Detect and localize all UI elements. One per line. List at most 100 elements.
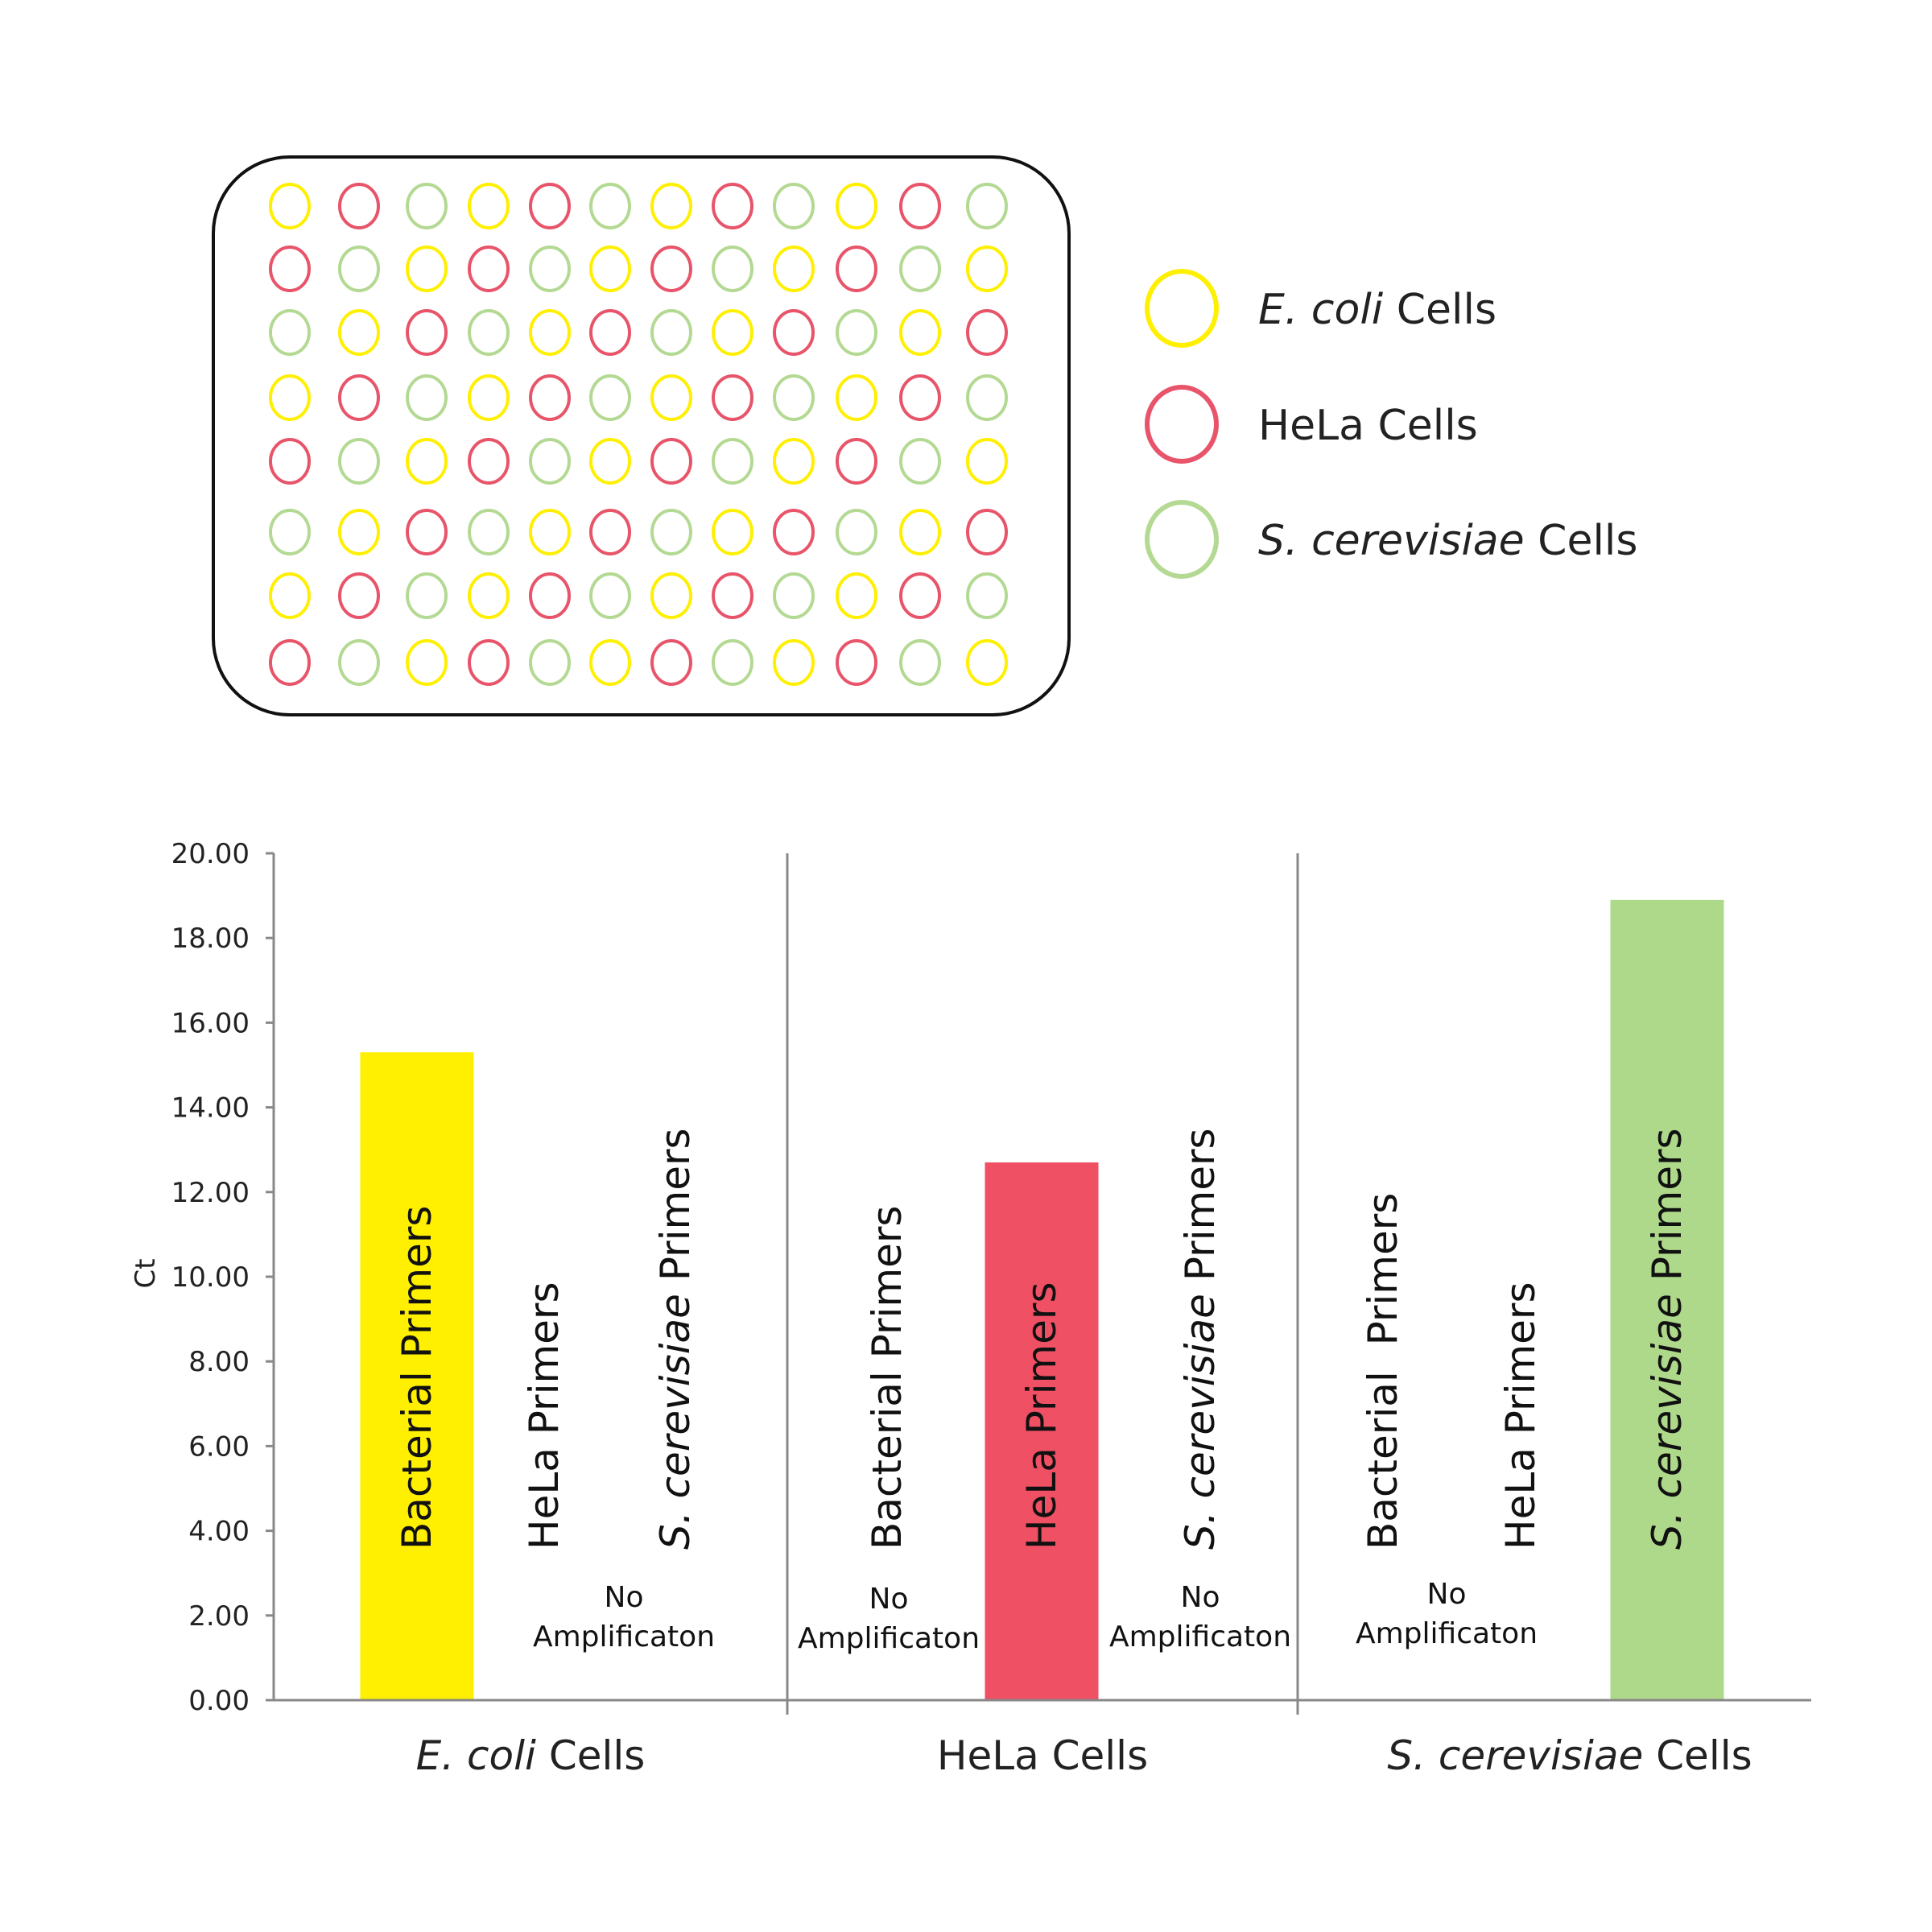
legend-swatch-ecoli bbox=[1145, 269, 1219, 348]
well-hela bbox=[338, 183, 380, 229]
well-ecoli bbox=[529, 509, 571, 555]
well-ecoli bbox=[966, 438, 1008, 485]
well-hela bbox=[589, 309, 631, 356]
no-amp-line2: Amplificaton bbox=[798, 1622, 980, 1655]
well-scerevisiae bbox=[338, 639, 380, 686]
well-scerevisiae bbox=[406, 572, 448, 619]
well-scerevisiae bbox=[836, 509, 877, 555]
well-ecoli bbox=[589, 438, 631, 485]
primer-label: HeLa Primers bbox=[521, 1282, 568, 1550]
legend-label-hela: HeLa Cells bbox=[1258, 402, 1478, 450]
well-scerevisiae bbox=[966, 183, 1008, 229]
y-tick-label: 4.00 bbox=[188, 1516, 250, 1548]
well-scerevisiae bbox=[406, 183, 448, 229]
well-hela bbox=[529, 374, 571, 421]
well-scerevisiae bbox=[712, 639, 753, 686]
primer-label-italic: S. cerevisiae bbox=[652, 1294, 699, 1550]
well-ecoli bbox=[269, 183, 311, 229]
well-ecoli bbox=[836, 374, 877, 421]
primer-label: S. cerevisiae Primers bbox=[1644, 1128, 1690, 1550]
well-hela bbox=[899, 374, 941, 421]
well-hela bbox=[836, 246, 877, 292]
well-ecoli bbox=[406, 438, 448, 485]
well-hela bbox=[529, 183, 571, 229]
well-scerevisiae bbox=[589, 572, 631, 619]
y-tick-label: 10.00 bbox=[171, 1261, 250, 1294]
no-amp-line1: No bbox=[1427, 1578, 1467, 1611]
well-scerevisiae bbox=[529, 639, 571, 686]
y-tick-label: 12.00 bbox=[171, 1177, 250, 1209]
well-hela bbox=[269, 246, 311, 292]
well-scerevisiae bbox=[338, 246, 380, 292]
well-ecoli bbox=[712, 309, 753, 356]
well-scerevisiae bbox=[899, 438, 941, 485]
group-label: S. cerevisiae Cells bbox=[1387, 1732, 1752, 1779]
well-ecoli bbox=[650, 183, 692, 229]
well-scerevisiae bbox=[338, 438, 380, 485]
group-labels: E. coli Cells HeLa Cells S. cerevisiae Cel… bbox=[416, 1732, 1752, 1779]
well-hela bbox=[468, 639, 510, 686]
no-amp-line1: No bbox=[605, 1581, 644, 1614]
no-amp-line1: No bbox=[869, 1583, 909, 1616]
well-scerevisiae bbox=[589, 183, 631, 229]
well-ecoli bbox=[712, 509, 753, 555]
well-ecoli bbox=[836, 572, 877, 619]
well-scerevisiae bbox=[836, 309, 877, 356]
primer-label-plain: Primers bbox=[1644, 1128, 1690, 1294]
well-ecoli bbox=[773, 639, 815, 686]
y-axis: 0.00 2.00 4.00 6.00 8.00 10.00 12.00 14.00 16.00… bbox=[171, 838, 275, 1717]
no-amplification-label: No Amplificaton bbox=[1356, 1578, 1538, 1650]
bar-2-2 bbox=[1610, 899, 1724, 1700]
primer-label-plain: HeLa Primers bbox=[1497, 1282, 1544, 1550]
y-tick-label: 16.00 bbox=[171, 1007, 250, 1039]
well-ecoli bbox=[406, 246, 448, 292]
well-scerevisiae bbox=[269, 309, 311, 356]
well-hela bbox=[406, 309, 448, 356]
well-hela bbox=[468, 438, 510, 485]
well-hela bbox=[650, 246, 692, 292]
plate-wells bbox=[269, 183, 1008, 686]
primer-label-plain: Primers bbox=[1177, 1128, 1224, 1294]
well-hela bbox=[529, 572, 571, 619]
well-ecoli bbox=[338, 509, 380, 555]
well-hela bbox=[269, 639, 311, 686]
no-amp-line2: Amplificaton bbox=[533, 1620, 715, 1653]
well-ecoli bbox=[589, 639, 631, 686]
y-tick-label: 8.00 bbox=[188, 1346, 250, 1378]
primer-label-italic: S. cerevisiae bbox=[1177, 1294, 1224, 1550]
well-ecoli bbox=[468, 572, 510, 619]
well-hela bbox=[836, 438, 877, 485]
well-scerevisiae bbox=[468, 309, 510, 356]
well-scerevisiae bbox=[966, 374, 1008, 421]
well-hela bbox=[899, 572, 941, 619]
bars: Bacterial Primers HeLa Primers S. cerevisi… bbox=[360, 899, 1724, 1700]
group-label: E. coli Cells bbox=[416, 1732, 646, 1779]
well-ecoli bbox=[966, 246, 1008, 292]
well-ecoli bbox=[899, 509, 941, 555]
well-hela bbox=[899, 183, 941, 229]
y-tick-label: 18.00 bbox=[171, 923, 250, 955]
well-hela bbox=[650, 639, 692, 686]
group-label-italic: S. cerevisiae bbox=[1387, 1732, 1643, 1779]
primer-label-plain: Bacterial Primers bbox=[1360, 1193, 1406, 1550]
well-hela bbox=[773, 509, 815, 555]
legend-label-ecoli: E. coli Cells bbox=[1258, 286, 1496, 334]
well-ecoli bbox=[773, 246, 815, 292]
legend-italic: E. coli bbox=[1258, 286, 1384, 334]
well-ecoli bbox=[406, 639, 448, 686]
y-tick-label: 20.00 bbox=[171, 838, 250, 870]
legend-italic: S. cerevisiae bbox=[1258, 517, 1525, 565]
well-ecoli bbox=[899, 309, 941, 356]
well-scerevisiae bbox=[899, 246, 941, 292]
group-label-plain: HeLa Cells bbox=[937, 1732, 1148, 1779]
well-ecoli bbox=[338, 309, 380, 356]
well-ecoli bbox=[529, 309, 571, 356]
legend-plain: Cells bbox=[1383, 286, 1496, 334]
well-ecoli bbox=[966, 639, 1008, 686]
no-amp-line2: Amplificaton bbox=[1356, 1617, 1538, 1650]
well-scerevisiae bbox=[712, 438, 753, 485]
y-tick-label: 2.00 bbox=[188, 1600, 250, 1633]
no-amplification-labels: No Amplificaton No Amplificaton No Amplificat… bbox=[533, 1578, 1538, 1655]
primer-label: Bacterial Primers bbox=[864, 1206, 910, 1550]
